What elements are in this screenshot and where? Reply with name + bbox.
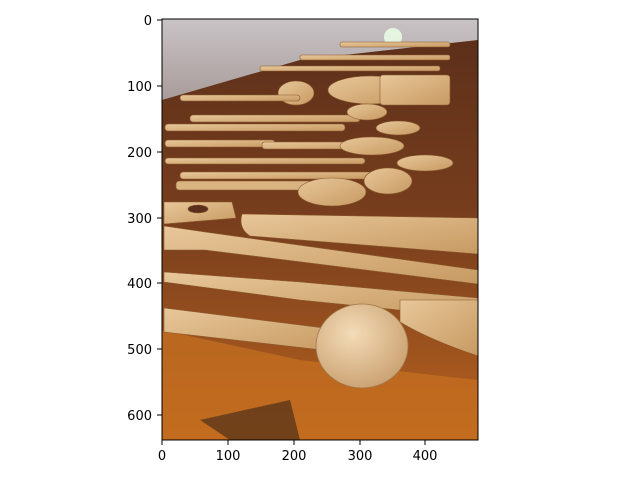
- x-tick-label: 0: [158, 449, 166, 464]
- y-tick-label: 100: [127, 80, 152, 95]
- y-tick-label: 600: [127, 409, 152, 424]
- x-tick-label: 300: [348, 449, 373, 464]
- y-axis: 0 100 200 300 400 500 600: [127, 14, 162, 424]
- plot-frame: [161, 18, 479, 441]
- photo-image: [162, 19, 478, 440]
- y-tick-label: 500: [127, 343, 152, 358]
- x-axis: 0 100 200 300 400: [158, 440, 438, 464]
- y-tick-label: 400: [127, 277, 152, 292]
- y-tick-label: 0: [144, 14, 152, 29]
- x-tick-label: 200: [282, 449, 307, 464]
- x-tick-label: 100: [216, 449, 241, 464]
- y-tick-label: 300: [127, 212, 152, 227]
- y-tick-label: 200: [127, 146, 152, 161]
- wooden-ball-object: [315, 303, 409, 389]
- x-tick-label: 400: [413, 449, 438, 464]
